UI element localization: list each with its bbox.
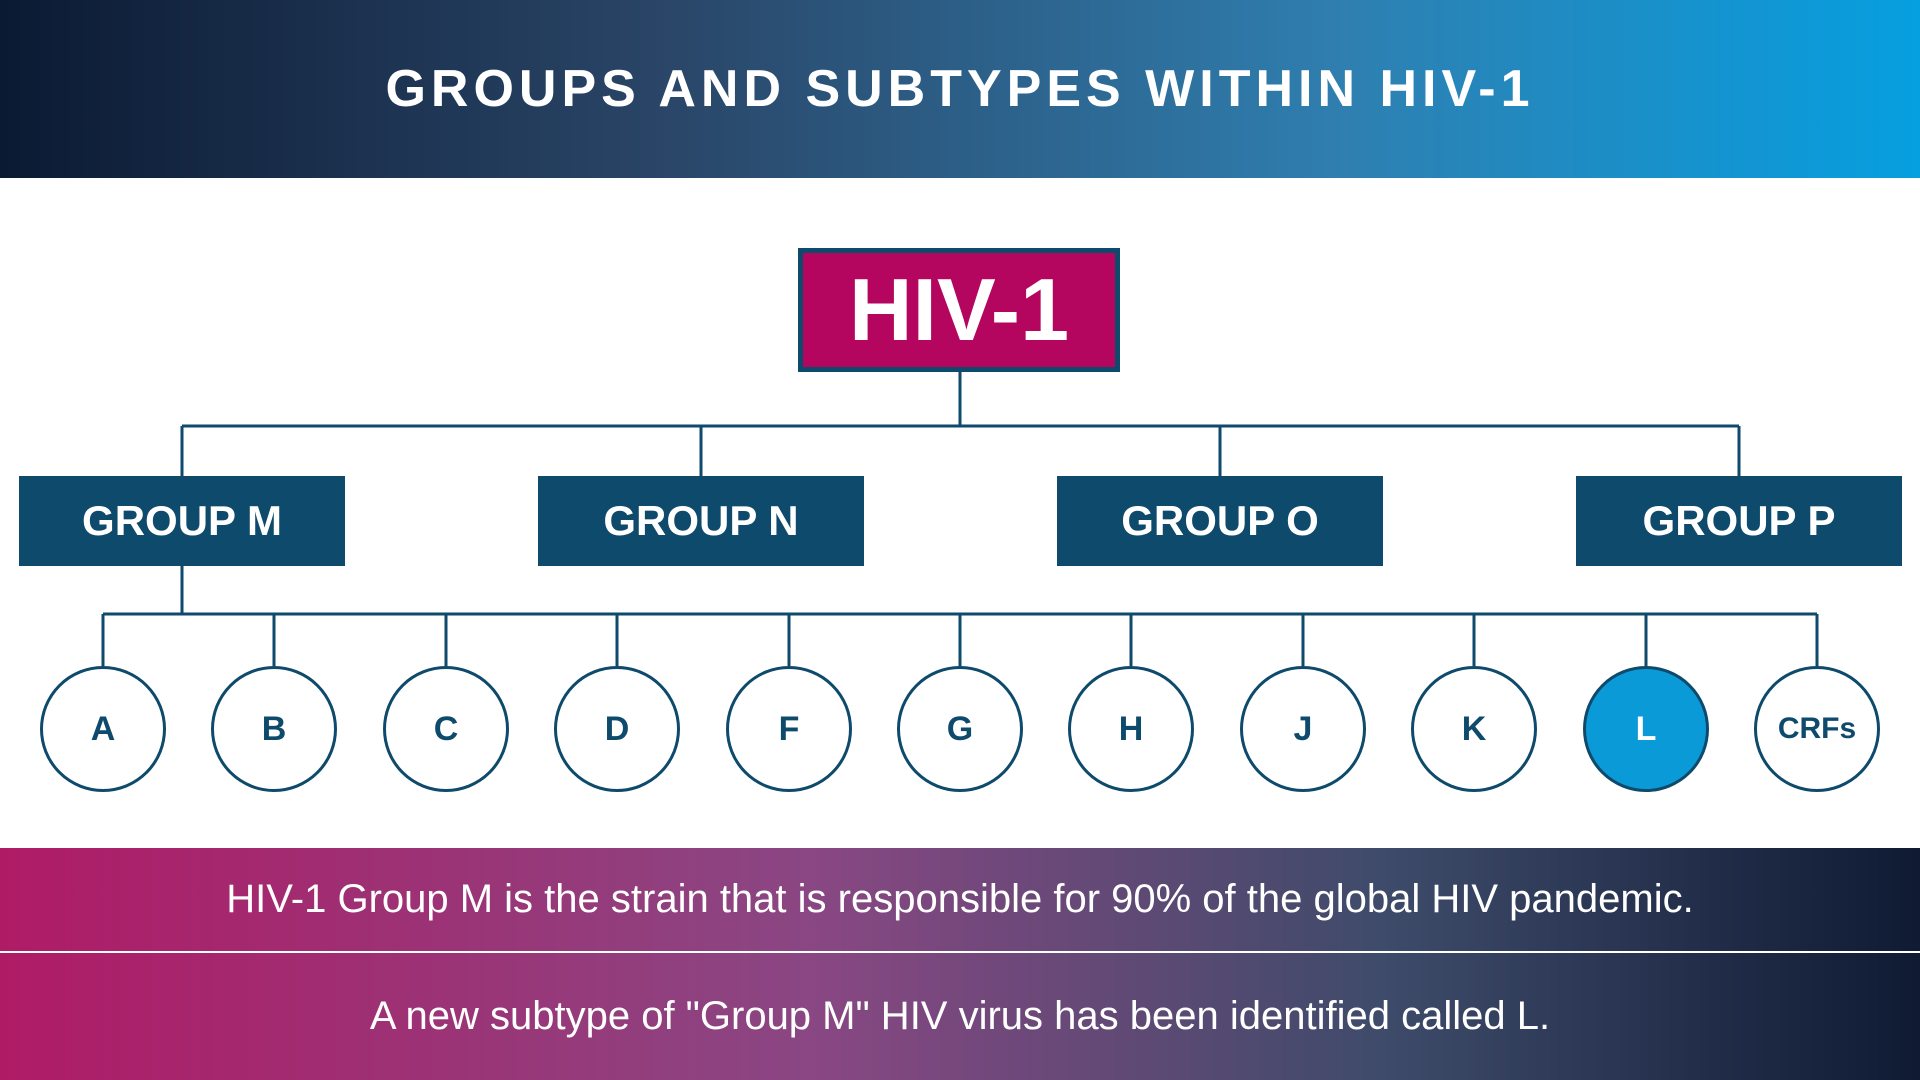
footer-divider xyxy=(0,951,1920,953)
hiv-tree-diagram: HIV-1 GROUP M GROUP N GROUP O GROUP P A … xyxy=(0,178,1920,848)
subtype-node-f: F xyxy=(726,666,852,792)
footer-news-banner: A new subtype of "Group M" HIV virus has… xyxy=(0,953,1920,1080)
header-banner: GROUPS AND SUBTYPES WITHIN HIV-1 xyxy=(0,0,1920,178)
subtype-node-h: H xyxy=(1068,666,1194,792)
subtype-node-d: D xyxy=(554,666,680,792)
group-node-p: GROUP P xyxy=(1576,476,1902,566)
group-node-m: GROUP M xyxy=(19,476,345,566)
connector-lines xyxy=(101,372,1819,666)
footer-fact-banner: HIV-1 Group M is the strain that is resp… xyxy=(0,848,1920,951)
page-title: GROUPS AND SUBTYPES WITHIN HIV-1 xyxy=(385,60,1535,118)
group-node-n: GROUP N xyxy=(538,476,864,566)
subtype-node-b: B xyxy=(211,666,337,792)
root-node-hiv-1: HIV-1 xyxy=(798,248,1120,372)
subtype-node-j: J xyxy=(1240,666,1366,792)
subtype-node-a: A xyxy=(40,666,166,792)
footer-fact-text: HIV-1 Group M is the strain that is resp… xyxy=(226,877,1694,921)
subtype-node-crfs: CRFs xyxy=(1754,666,1880,792)
subtype-node-g: G xyxy=(897,666,1023,792)
subtype-node-k: K xyxy=(1411,666,1537,792)
subtype-node-c: C xyxy=(383,666,509,792)
subtype-node-l-highlighted: L xyxy=(1583,666,1709,792)
footer-news-text: A new subtype of "Group M" HIV virus has… xyxy=(369,994,1551,1038)
group-node-o: GROUP O xyxy=(1057,476,1383,566)
